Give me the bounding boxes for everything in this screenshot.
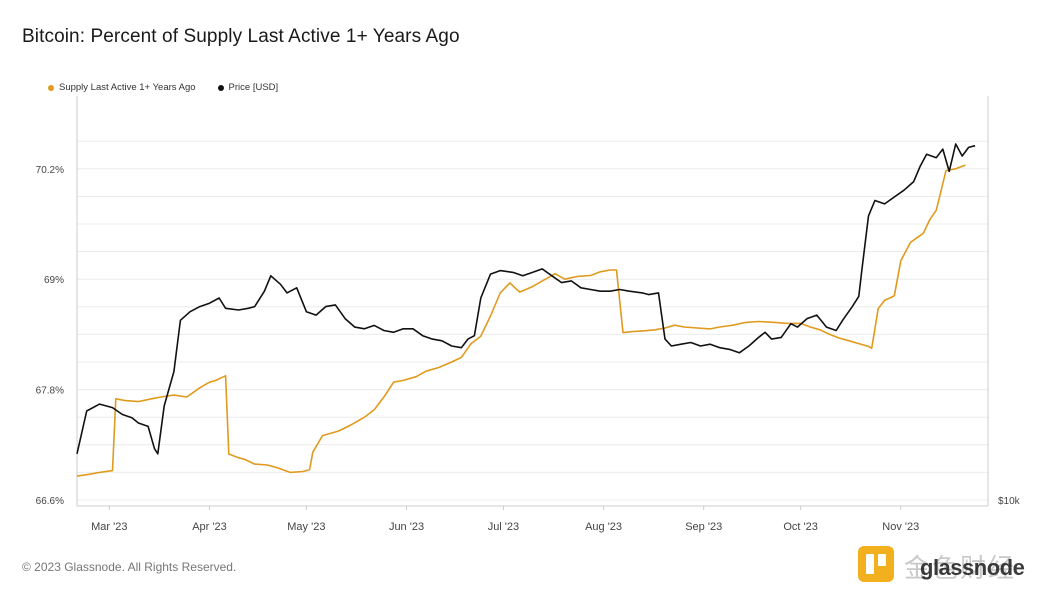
watermark-brand-text: glassnode (920, 555, 1025, 580)
x-tick-label: Oct '23 (783, 521, 818, 533)
y-tick-label: 70.2% (36, 165, 64, 176)
y-tick-label: 67.8% (36, 386, 64, 397)
legend-item-supply[interactable]: Supply Last Active 1+ Years Ago (48, 82, 196, 93)
series-line-price (76, 143, 976, 455)
x-tick-label: Nov '23 (882, 521, 919, 533)
series-layer (76, 143, 976, 477)
x-tick-label: Jun '23 (389, 521, 424, 533)
label-layer: Mar '23 Apr '23 May '23 Jun '23 Jul '23 Aug '… (36, 165, 1021, 533)
x-tick-label: May '23 (287, 521, 325, 533)
legend-label-price: Price [USD] (228, 82, 279, 93)
x-tick-label: Apr '23 (192, 521, 227, 533)
watermark-logo-icon (858, 546, 894, 582)
y-tick-label: 69% (44, 275, 64, 286)
axis-layer (76, 96, 989, 510)
y-tick-label: 66.6% (36, 496, 64, 507)
x-tick-label: Sep '23 (685, 521, 722, 533)
legend-label-supply: Supply Last Active 1+ Years Ago (59, 82, 196, 93)
x-tick-label: Jul '23 (488, 521, 519, 533)
watermark-cn-text: 金色财经 (904, 554, 1017, 584)
y-right-tick-label: $10k (998, 496, 1021, 507)
legend-item-price[interactable]: Price [USD] (217, 82, 279, 93)
chart-title: Bitcoin: Percent of Supply Last Active 1… (22, 26, 460, 47)
series-line-supply (76, 164, 966, 477)
x-tick-label: Aug '23 (585, 521, 622, 533)
legend-dot-supply (48, 84, 54, 91)
chart-legend: Supply Last Active 1+ Years Ago Price [U… (48, 82, 278, 93)
x-tick-label: Mar '23 (91, 521, 127, 533)
grid-layer (77, 140, 988, 501)
copyright-text: © 2023 Glassnode. All Rights Reserved. (22, 560, 237, 574)
legend-dot-price (217, 84, 224, 91)
